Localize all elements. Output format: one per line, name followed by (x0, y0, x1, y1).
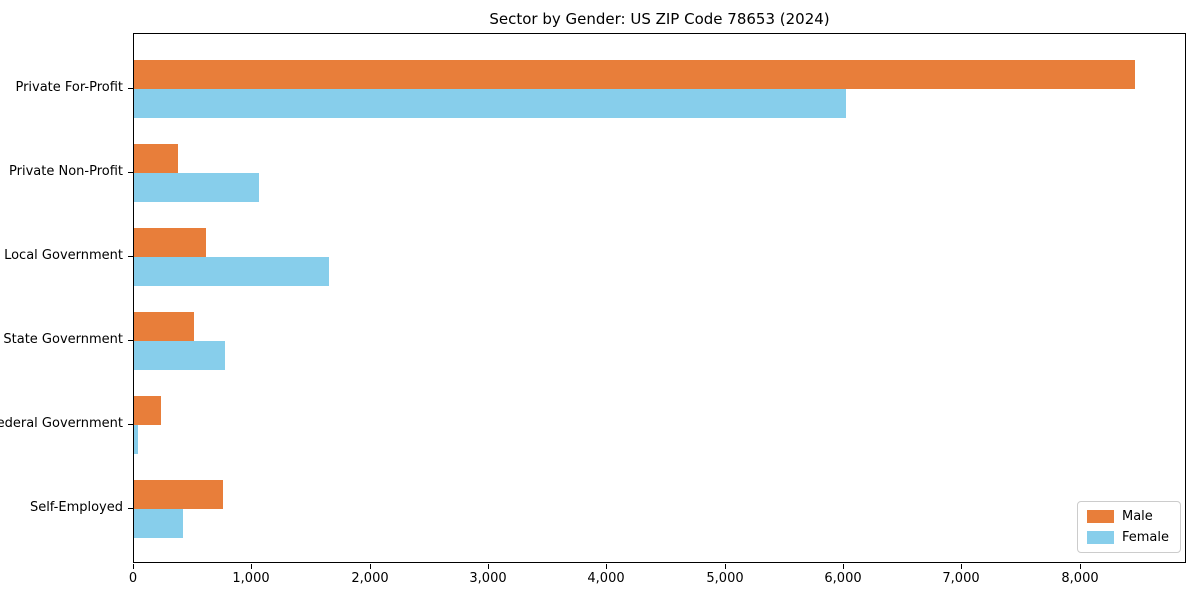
bar-male-state-government (134, 312, 194, 341)
y-tick-mark (128, 256, 133, 257)
x-tick-mark (843, 564, 844, 569)
y-tick-label-local-government: Local Government (4, 248, 123, 263)
y-tick-label-federal-government: Federal Government (0, 416, 123, 431)
bar-female-local-government (134, 257, 329, 286)
x-tick-mark (606, 564, 607, 569)
x-tick-label-3000: 3,000 (469, 571, 507, 586)
bar-female-self-employed (134, 509, 183, 538)
y-tick-mark (128, 424, 133, 425)
y-tick-mark (128, 172, 133, 173)
x-tick-label-6000: 6,000 (824, 571, 862, 586)
bars-layer (134, 34, 1185, 562)
chart-title: Sector by Gender: US ZIP Code 78653 (202… (489, 10, 830, 28)
plot-area: Male Female (133, 33, 1186, 563)
x-tick-label-7000: 7,000 (942, 571, 980, 586)
bar-female-private-non-profit (134, 173, 259, 202)
x-tick-mark (961, 564, 962, 569)
x-tick-label-0: 0 (128, 571, 138, 586)
bar-male-self-employed (134, 480, 223, 509)
y-tick-label-self-employed: Self-Employed (29, 500, 123, 515)
y-tick-label-state-government: State Government (3, 332, 123, 347)
bar-female-federal-government (134, 425, 138, 454)
legend: Male Female (1076, 501, 1181, 553)
legend-swatch-female (1086, 531, 1114, 544)
legend-swatch-male (1086, 510, 1114, 523)
legend-entry-male: Male (1086, 509, 1169, 524)
y-axis: Private For-Profit Private Non-Profit Loca… (0, 33, 133, 563)
legend-label-female: Female (1121, 530, 1169, 545)
bar-male-private-non-profit (134, 144, 178, 173)
x-tick-label-8000: 8,000 (1061, 571, 1099, 586)
bar-female-state-government (134, 341, 225, 370)
bar-male-private-for-profit (134, 60, 1135, 89)
legend-label-male: Male (1121, 509, 1153, 524)
y-tick-label-private-for-profit: Private For-Profit (15, 80, 123, 95)
x-tick-mark (370, 564, 371, 569)
x-tick-label-4000: 4,000 (587, 571, 625, 586)
x-tick-mark (133, 564, 134, 569)
y-tick-label-private-non-profit: Private Non-Profit (9, 164, 123, 179)
y-tick-mark (128, 508, 133, 509)
bar-male-federal-government (134, 396, 161, 425)
legend-entry-female: Female (1086, 530, 1169, 545)
x-tick-label-1000: 1,000 (232, 571, 270, 586)
x-tick-mark (251, 564, 252, 569)
x-tick-label-2000: 2,000 (351, 571, 389, 586)
x-tick-mark (1080, 564, 1081, 569)
bar-female-private-for-profit (134, 89, 846, 118)
x-tick-mark (725, 564, 726, 569)
y-tick-mark (128, 340, 133, 341)
x-tick-mark (488, 564, 489, 569)
x-axis: 0 1,000 2,000 3,000 4,000 5,000 6,000 7,000 8,00… (129, 564, 1186, 598)
y-tick-mark (128, 88, 133, 89)
bar-male-local-government (134, 228, 206, 257)
x-tick-label-5000: 5,000 (706, 571, 744, 586)
